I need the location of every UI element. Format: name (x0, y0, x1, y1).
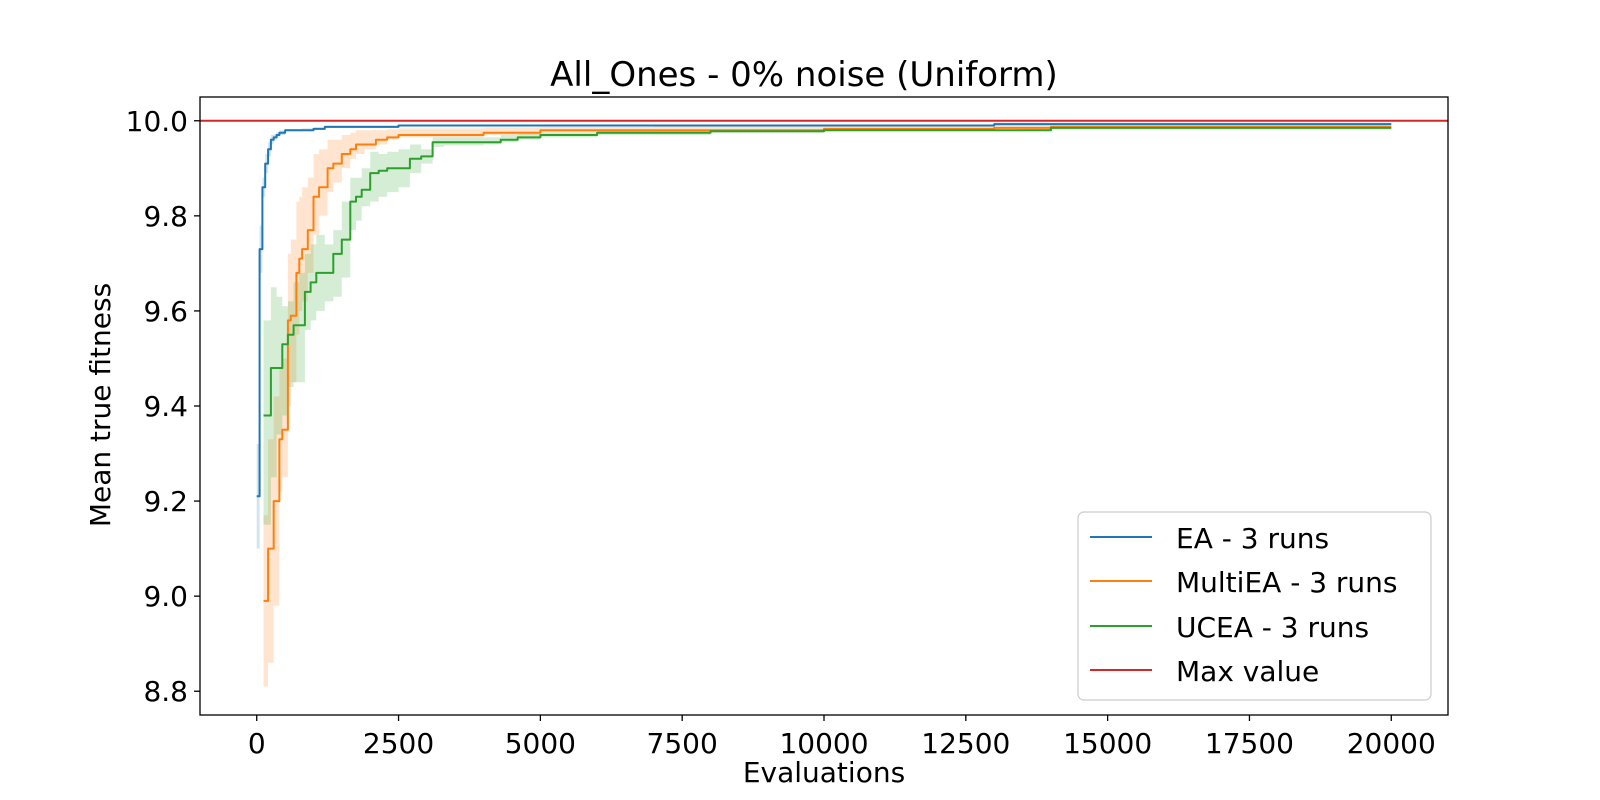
series-lines (200, 119, 1448, 602)
legend-label-max-value: Max value (1176, 655, 1319, 688)
legend-label-multiea: MultiEA - 3 runs (1176, 566, 1398, 599)
x-axis-label: Evaluations (743, 756, 905, 789)
y-tick-label: 9.6 (143, 295, 188, 328)
y-axis: 8.8 9.0 9.2 9.4 9.6 9.8 10.0 (126, 105, 200, 708)
x-axis: 0 2500 5000 7500 10000 12500 15000 17500 20000 (248, 715, 1436, 760)
x-tick-label: 5000 (505, 727, 576, 760)
x-tick-label: 15000 (1063, 727, 1152, 760)
y-tick-label: 9.4 (143, 390, 188, 423)
legend-box (1077, 511, 1432, 701)
y-tick-label: 9.2 (143, 485, 188, 518)
y-tick-label: 8.8 (143, 675, 188, 708)
x-tick-label: 10000 (779, 727, 868, 760)
confidence-bands (256, 122, 1392, 687)
y-axis-label: Mean true fitness (84, 283, 117, 527)
y-tick-label: 9.0 (143, 580, 188, 613)
line-ea (256, 123, 1392, 498)
legend: EA - 3 runs MultiEA - 3 runs UCEA - 3 ru… (1077, 511, 1432, 701)
x-tick-label: 20000 (1347, 727, 1436, 760)
y-tick-label: 10.0 (126, 105, 188, 138)
band-ea (256, 122, 1392, 549)
x-tick-label: 17500 (1205, 727, 1294, 760)
line-ucea (263, 126, 1392, 417)
line-multiea (263, 125, 1392, 602)
chart-title: All_Ones - 0% noise (Uniform) (550, 55, 1058, 95)
x-tick-label: 0 (248, 727, 266, 760)
band-ucea (263, 126, 1392, 525)
x-tick-label: 7500 (647, 727, 718, 760)
legend-label-ucea: UCEA - 3 runs (1176, 611, 1369, 644)
legend-label-ea: EA - 3 runs (1176, 522, 1329, 555)
y-tick-label: 9.8 (143, 200, 188, 233)
x-tick-label: 12500 (921, 727, 1010, 760)
x-tick-label: 2500 (363, 727, 434, 760)
